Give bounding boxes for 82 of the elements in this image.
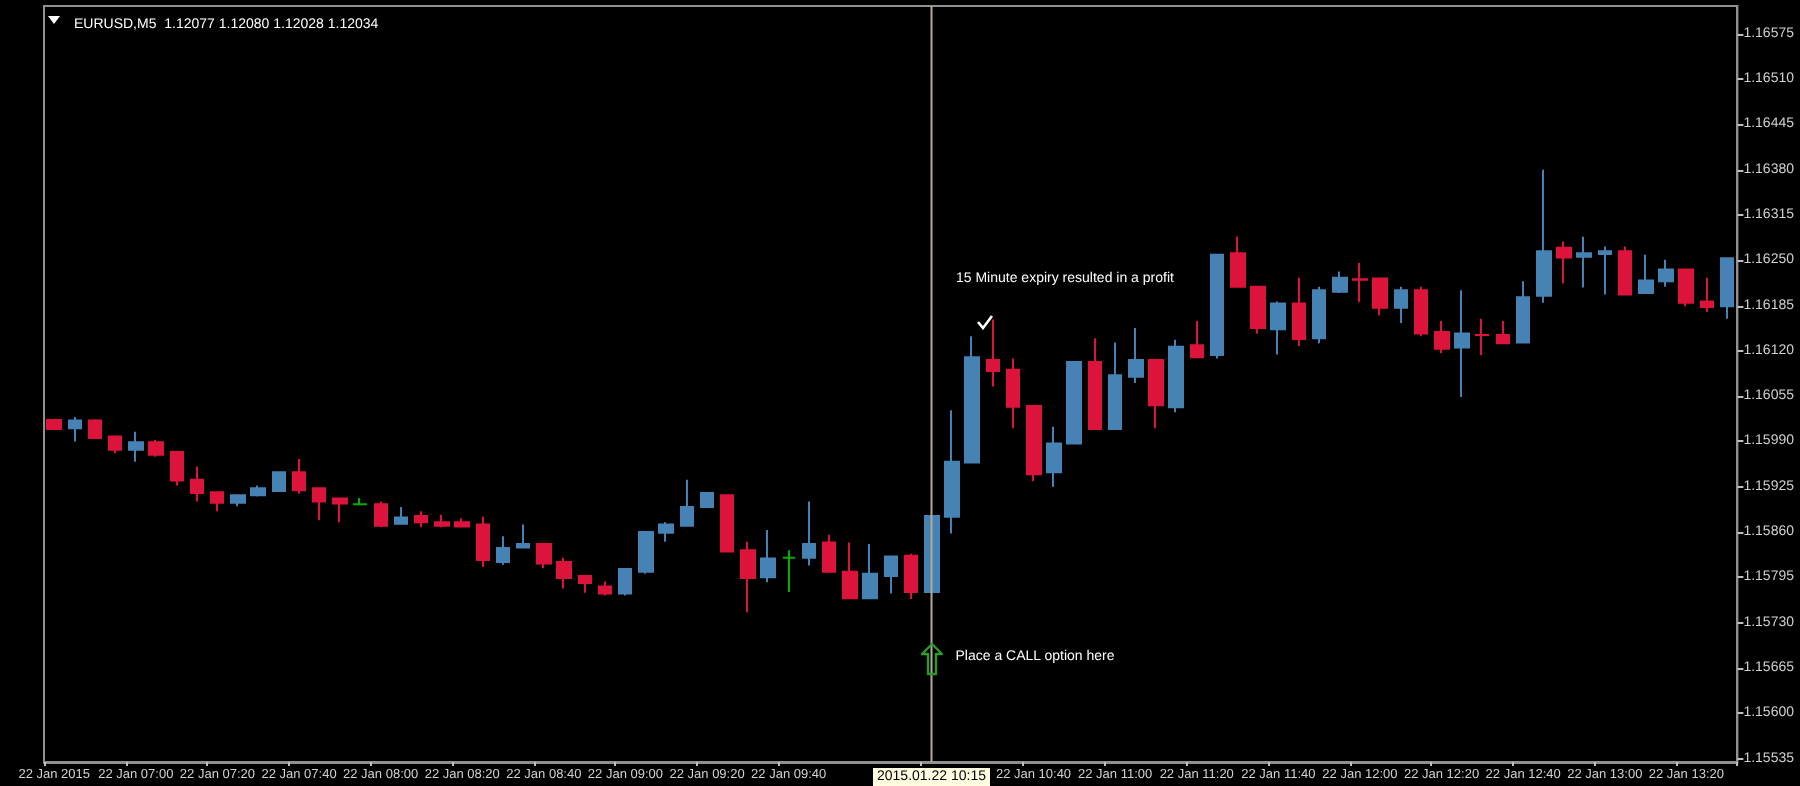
- candlestick: [394, 505, 408, 525]
- candlestick: [904, 552, 918, 600]
- candlestick: [760, 528, 776, 584]
- candlestick: [1230, 235, 1246, 289]
- candlestick: [210, 491, 224, 513]
- candlestick: [1474, 317, 1490, 357]
- candlestick: [128, 430, 144, 463]
- candlestick: [516, 523, 530, 549]
- candlestick: [680, 478, 694, 527]
- candlestick: [496, 535, 510, 566]
- candlestick: [1496, 319, 1510, 345]
- candlestick: [292, 457, 306, 495]
- candlestick: [374, 500, 388, 529]
- candlestick: [1678, 268, 1694, 308]
- candlestick: [578, 574, 592, 594]
- candlestick: [1638, 253, 1654, 295]
- candlestick: [1414, 285, 1428, 338]
- candlestick: [414, 510, 428, 529]
- candlestick: [1516, 280, 1530, 344]
- candlestick: [108, 435, 122, 455]
- candlestick: [1066, 361, 1082, 445]
- candlestick: [1250, 285, 1266, 335]
- candlestick: [720, 494, 734, 553]
- candlestick: [638, 531, 654, 575]
- candlestick: [250, 484, 266, 498]
- candlestick: [1088, 337, 1102, 430]
- candlestick: [658, 521, 674, 543]
- candlestick: [1292, 276, 1306, 348]
- candlestick: [1210, 253, 1224, 360]
- candlestick: [1352, 262, 1368, 304]
- candlestick: [802, 500, 816, 567]
- candlestick: [1658, 258, 1674, 288]
- candlestick: [536, 542, 552, 570]
- candlestick: [1046, 425, 1062, 488]
- candlestick: [1720, 257, 1734, 320]
- candlestick: [884, 555, 898, 595]
- candlestick: [170, 450, 184, 487]
- candlestick: [1148, 358, 1164, 430]
- candlestick: [1168, 338, 1184, 414]
- candlestick: [842, 541, 858, 600]
- candlestick: [964, 335, 980, 464]
- candlestick: [230, 494, 246, 508]
- candlestick: [1372, 277, 1388, 317]
- candlestick: [434, 513, 450, 529]
- candlestick: [68, 416, 82, 443]
- candlestick: [332, 497, 348, 524]
- candlestick: [1026, 404, 1042, 483]
- candlestick: [148, 439, 164, 458]
- candlestick: [312, 487, 326, 522]
- candlestick: [1128, 326, 1144, 384]
- candlestick: [1618, 245, 1632, 296]
- candlestick: [862, 542, 878, 600]
- candlestick: [1394, 285, 1408, 325]
- candlestick: [454, 517, 470, 529]
- candlestick: [986, 318, 1000, 388]
- candlestick: [1700, 276, 1714, 313]
- candlestick: [556, 556, 572, 590]
- candlestick: [88, 418, 102, 439]
- candlestick: [352, 496, 368, 506]
- candlestick: [272, 471, 286, 492]
- candlestick: [190, 465, 204, 503]
- candlestick: [1598, 245, 1612, 296]
- candlestick: [476, 515, 490, 568]
- candlestick: [782, 549, 796, 593]
- candlestick: [618, 567, 632, 597]
- candlestick: [1190, 319, 1204, 359]
- candlestick: [1108, 341, 1122, 430]
- candlestick: [1536, 168, 1552, 304]
- candlestick: [1006, 357, 1020, 430]
- candlestick: [598, 580, 612, 597]
- candlestick: [1312, 285, 1326, 345]
- candlestick: [46, 418, 62, 430]
- candlestick: [944, 409, 960, 535]
- candlestick: [1434, 319, 1450, 354]
- candlestick: [1332, 270, 1348, 295]
- candlestick: [740, 540, 756, 614]
- candlestick: [1556, 240, 1572, 285]
- candlestick: [822, 533, 836, 573]
- candlestick: [700, 492, 714, 508]
- candlestick: [1270, 300, 1286, 356]
- candlestick: [1454, 289, 1470, 398]
- candlestick: [1576, 235, 1592, 289]
